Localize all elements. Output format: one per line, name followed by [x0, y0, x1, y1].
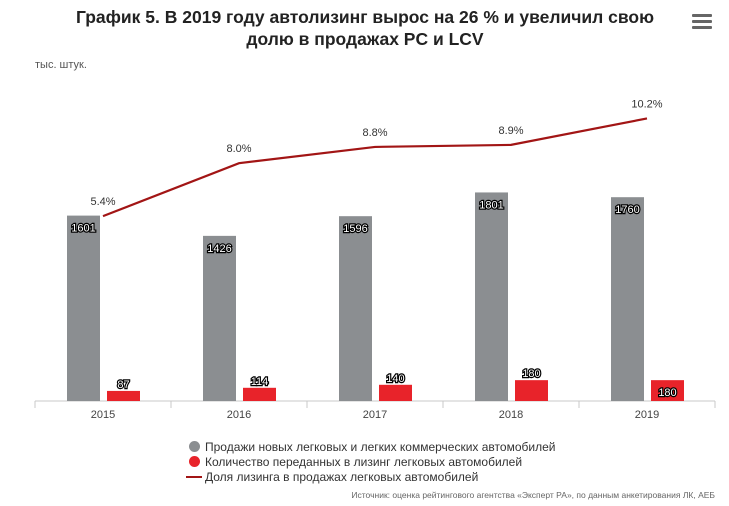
data-label-share: 8.0%	[226, 143, 251, 155]
bar-sales	[475, 192, 508, 401]
legend-dot-icon	[188, 456, 200, 467]
bar-sales	[203, 235, 236, 401]
bar-leasing	[515, 380, 548, 401]
bar-leasing	[651, 380, 684, 401]
data-label-sales: 1760	[615, 204, 639, 216]
data-label-sales: 1601	[71, 223, 95, 235]
hamburger-menu-icon	[692, 14, 712, 17]
bar-sales	[611, 197, 644, 401]
data-label-leasing: 180	[658, 387, 676, 399]
x-tick-label: 2015	[91, 409, 115, 421]
bar-leasing	[243, 387, 276, 401]
legend-line-icon	[186, 475, 202, 478]
bar-leasing	[107, 390, 140, 401]
data-label-leasing: 87	[117, 379, 129, 391]
legend-label-share: Доля лизинга в продажах легковых автомоб…	[205, 469, 479, 484]
legend-item-leasing[interactable]: Количество переданных в лизинг легковых …	[185, 454, 555, 469]
data-label-sales: 1596	[343, 223, 367, 235]
hamburger-menu-icon-bar	[692, 26, 712, 29]
data-label-leasing: 114	[251, 376, 269, 388]
legend-label-sales: Продажи новых легковых и легких коммерче…	[205, 439, 556, 454]
chart-title: График 5. В 2019 году автолизинг вырос н…	[40, 6, 690, 50]
data-label-share: 10.2%	[631, 98, 662, 110]
legend-dot-icon	[188, 441, 200, 452]
hamburger-menu-icon-bar	[692, 20, 712, 23]
data-label-sales: 1426	[207, 243, 231, 255]
data-label-sales: 1801	[479, 199, 503, 211]
chart-title-line-1: График 5. В 2019 году автолизинг вырос н…	[75, 7, 655, 27]
x-tick-label: 2018	[499, 409, 523, 421]
legend-label-leasing: Количество переданных в лизинг легковых …	[205, 454, 523, 469]
x-tick-label: 2017	[363, 409, 387, 421]
data-label-share: 8.9%	[498, 125, 523, 137]
chart-legend: Продажи новых легковых и легких коммерче…	[185, 439, 555, 484]
data-label-leasing: 140	[386, 373, 404, 385]
source-note: Источник: оценка рейтингового агентства …	[351, 490, 715, 500]
chart-menu-button[interactable]	[692, 14, 712, 32]
bar-sales	[67, 215, 100, 401]
x-tick-label: 2019	[635, 409, 659, 421]
x-tick-label: 2016	[227, 409, 251, 421]
chart-title-line-2: долю в продажах PC и LCV	[246, 29, 484, 49]
legend-item-share[interactable]: Доля лизинга в продажах легковых автомоб…	[185, 469, 555, 484]
data-label-share: 5.4%	[90, 196, 115, 208]
axis-unit-label: тыс. штук.	[35, 59, 87, 71]
legend-item-sales[interactable]: Продажи новых легковых и легких коммерче…	[185, 439, 555, 454]
bar-leasing	[379, 384, 412, 401]
line-series-share	[102, 117, 648, 218]
data-label-share: 8.8%	[362, 127, 387, 139]
bar-sales	[339, 216, 372, 401]
data-label-leasing: 180	[522, 368, 540, 380]
